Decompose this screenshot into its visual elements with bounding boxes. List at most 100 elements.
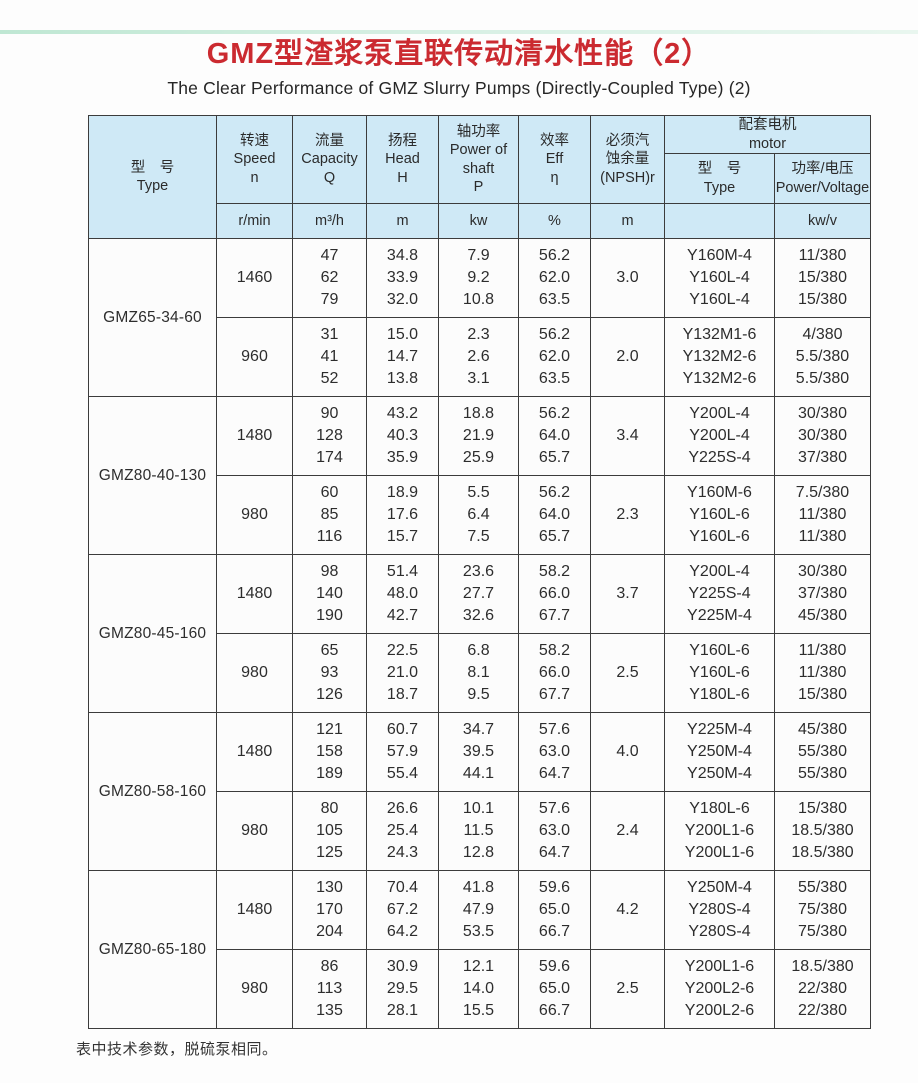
pump-performance-table: 型 号 Type 转速 Speed n 流量 Capacity Q 扬程 Hea…: [88, 115, 871, 1029]
col-header-motor-power: 功率/电压 Power/Voltage: [774, 153, 871, 204]
table-row-GMZ80-40-130-980: 980 60 85 116 18.9 17.6 15.7 5.5 6.4 7.5 56.…: [89, 475, 871, 555]
page-title: GMZ型渣浆泵直联传动清水性能（2）: [206, 38, 712, 70]
table-row-GMZ65-34-60-960: 960 31 41 52 15.0 14.7 13.8 2.3 2.6 3.1 56.2…: [89, 317, 871, 397]
shaft-power-values-cell: 12.1 14.0 15.5: [438, 949, 519, 1029]
shaft-power-values-cell: 34.7 39.5 44.1: [438, 712, 519, 792]
motor-type-values-cell: Y180L-6 Y200L1-6 Y200L1-6: [664, 791, 775, 871]
col-header-motor-group: 配套电机 motor: [664, 115, 871, 154]
head-values-cell: 18.9 17.6 15.7: [366, 475, 439, 555]
npsh-cell: 3.0: [590, 238, 665, 318]
capacity-values-cell: 31 41 52: [292, 317, 367, 397]
unit-capacity: m³/h: [292, 203, 367, 239]
shaft-power-values-cell: 7.9 9.2 10.8: [438, 238, 519, 318]
unit-head: m: [366, 203, 439, 239]
model-cell: GMZ80-65-180: [88, 870, 217, 1029]
npsh-cell: 4.2: [590, 870, 665, 950]
motor-type-values-cell: Y200L-4 Y200L-4 Y225S-4: [664, 396, 775, 476]
head-values-cell: 26.6 25.4 24.3: [366, 791, 439, 871]
motor-type-values-cell: Y250M-4 Y280S-4 Y280S-4: [664, 870, 775, 950]
col-header-head: 扬程 Head H: [366, 115, 439, 204]
unit-shaft-power: kw: [438, 203, 519, 239]
efficiency-values-cell: 56.2 64.0 65.7: [518, 475, 591, 555]
top-edge-strip: [0, 30, 918, 34]
speed-cell: 980: [216, 949, 293, 1029]
capacity-values-cell: 98 140 190: [292, 554, 367, 634]
capacity-values-cell: 80 105 125: [292, 791, 367, 871]
table-header: 型 号 Type 转速 Speed n 流量 Capacity Q 扬程 Hea…: [88, 115, 871, 239]
capacity-values-cell: 130 170 204: [292, 870, 367, 950]
unit-row: r/min m³/h m kw % m kw/v: [89, 203, 871, 239]
table-body: GMZ65-34-60 1460 47 62 79 34.8 33.9 32.0 7.9…: [88, 238, 871, 1029]
col-header-speed: 转速 Speed n: [216, 115, 293, 204]
efficiency-values-cell: 59.6 65.0 66.7: [518, 870, 591, 950]
motor-power-values-cell: 7.5/380 11/380 11/380: [774, 475, 871, 555]
capacity-values-cell: 65 93 126: [292, 633, 367, 713]
speed-cell: 1480: [216, 554, 293, 634]
speed-cell: 980: [216, 475, 293, 555]
npsh-cell: 3.4: [590, 396, 665, 476]
head-values-cell: 60.7 57.9 55.4: [366, 712, 439, 792]
unit-motor-power: kw/v: [774, 203, 871, 239]
model-cell: GMZ80-40-130: [88, 396, 217, 555]
capacity-values-cell: 121 158 189: [292, 712, 367, 792]
motor-type-values-cell: Y160L-6 Y160L-6 Y180L-6: [664, 633, 775, 713]
shaft-power-values-cell: 5.5 6.4 7.5: [438, 475, 519, 555]
head-values-cell: 70.4 67.2 64.2: [366, 870, 439, 950]
capacity-values-cell: 47 62 79: [292, 238, 367, 318]
shaft-power-values-cell: 23.6 27.7 32.6: [438, 554, 519, 634]
efficiency-values-cell: 58.2 66.0 67.7: [518, 554, 591, 634]
header-row-2: 型 号 Type 功率/电压 Power/Voltage: [89, 153, 871, 204]
unit-speed: r/min: [216, 203, 293, 239]
shaft-power-values-cell: 18.8 21.9 25.9: [438, 396, 519, 476]
npsh-cell: 2.3: [590, 475, 665, 555]
motor-power-values-cell: 55/380 75/380 75/380: [774, 870, 871, 950]
col-header-capacity: 流量 Capacity Q: [292, 115, 367, 204]
col-header-shaft-power: 轴功率 Power of shaft P: [438, 115, 519, 204]
unit-efficiency: %: [518, 203, 591, 239]
motor-power-values-cell: 4/380 5.5/380 5.5/380: [774, 317, 871, 397]
col-header-motor-type: 型 号 Type: [664, 153, 775, 204]
head-values-cell: 22.5 21.0 18.7: [366, 633, 439, 713]
capacity-values-cell: 60 85 116: [292, 475, 367, 555]
model-cell: GMZ80-58-160: [88, 712, 217, 871]
motor-type-values-cell: Y160M-6 Y160L-6 Y160L-6: [664, 475, 775, 555]
npsh-cell: 2.0: [590, 317, 665, 397]
motor-type-values-cell: Y200L-4 Y225S-4 Y225M-4: [664, 554, 775, 634]
table-row-GMZ80-65-180-980: 980 86 113 135 30.9 29.5 28.1 12.1 14.0 15.…: [89, 949, 871, 1029]
motor-power-values-cell: 30/380 37/380 45/380: [774, 554, 871, 634]
head-values-cell: 51.4 48.0 42.7: [366, 554, 439, 634]
shaft-power-values-cell: 6.8 8.1 9.5: [438, 633, 519, 713]
table-row-GMZ80-45-160-1480: GMZ80-45-160 1480 98 140 190 51.4 48.0 42.7…: [88, 554, 871, 713]
footnote: 表中技术参数，脱硫泵相同。: [76, 1041, 278, 1058]
unit-motor-type: [664, 203, 775, 239]
motor-power-values-cell: 11/380 15/380 15/380: [774, 238, 871, 318]
shaft-power-values-cell: 41.8 47.9 53.5: [438, 870, 519, 950]
model-cell: GMZ80-45-160: [88, 554, 217, 713]
shaft-power-values-cell: 2.3 2.6 3.1: [438, 317, 519, 397]
capacity-values-cell: 86 113 135: [292, 949, 367, 1029]
motor-type-values-cell: Y225M-4 Y250M-4 Y250M-4: [664, 712, 775, 792]
speed-cell: 1460: [216, 238, 293, 318]
table-row-GMZ65-34-60-1460: GMZ65-34-60 1460 47 62 79 34.8 33.9 32.0 7.9…: [88, 238, 871, 397]
efficiency-values-cell: 57.6 63.0 64.7: [518, 791, 591, 871]
table-row-GMZ80-58-160-980: 980 80 105 125 26.6 25.4 24.3 10.1 11.5 12.…: [89, 791, 871, 871]
head-values-cell: 30.9 29.5 28.1: [366, 949, 439, 1029]
motor-power-values-cell: 18.5/380 22/380 22/380: [774, 949, 871, 1029]
speed-cell: 1480: [216, 396, 293, 476]
table-row-GMZ80-40-130-1480: GMZ80-40-130 1480 90 128 174 43.2 40.3 35.9…: [88, 396, 871, 555]
model-cell: GMZ65-34-60: [88, 238, 217, 397]
head-values-cell: 15.0 14.7 13.8: [366, 317, 439, 397]
efficiency-values-cell: 57.6 63.0 64.7: [518, 712, 591, 792]
npsh-cell: 2.5: [590, 949, 665, 1029]
capacity-values-cell: 90 128 174: [292, 396, 367, 476]
speed-cell: 980: [216, 633, 293, 713]
npsh-cell: 3.7: [590, 554, 665, 634]
motor-power-values-cell: 45/380 55/380 55/380: [774, 712, 871, 792]
npsh-cell: 4.0: [590, 712, 665, 792]
npsh-cell: 2.4: [590, 791, 665, 871]
col-header-npsh: 必须汽 蚀余量 (NPSH)r: [590, 115, 665, 204]
motor-type-values-cell: Y132M1-6 Y132M2-6 Y132M2-6: [664, 317, 775, 397]
speed-cell: 1480: [216, 870, 293, 950]
head-values-cell: 34.8 33.9 32.0: [366, 238, 439, 318]
col-header-efficiency: 效率 Eff η: [518, 115, 591, 204]
